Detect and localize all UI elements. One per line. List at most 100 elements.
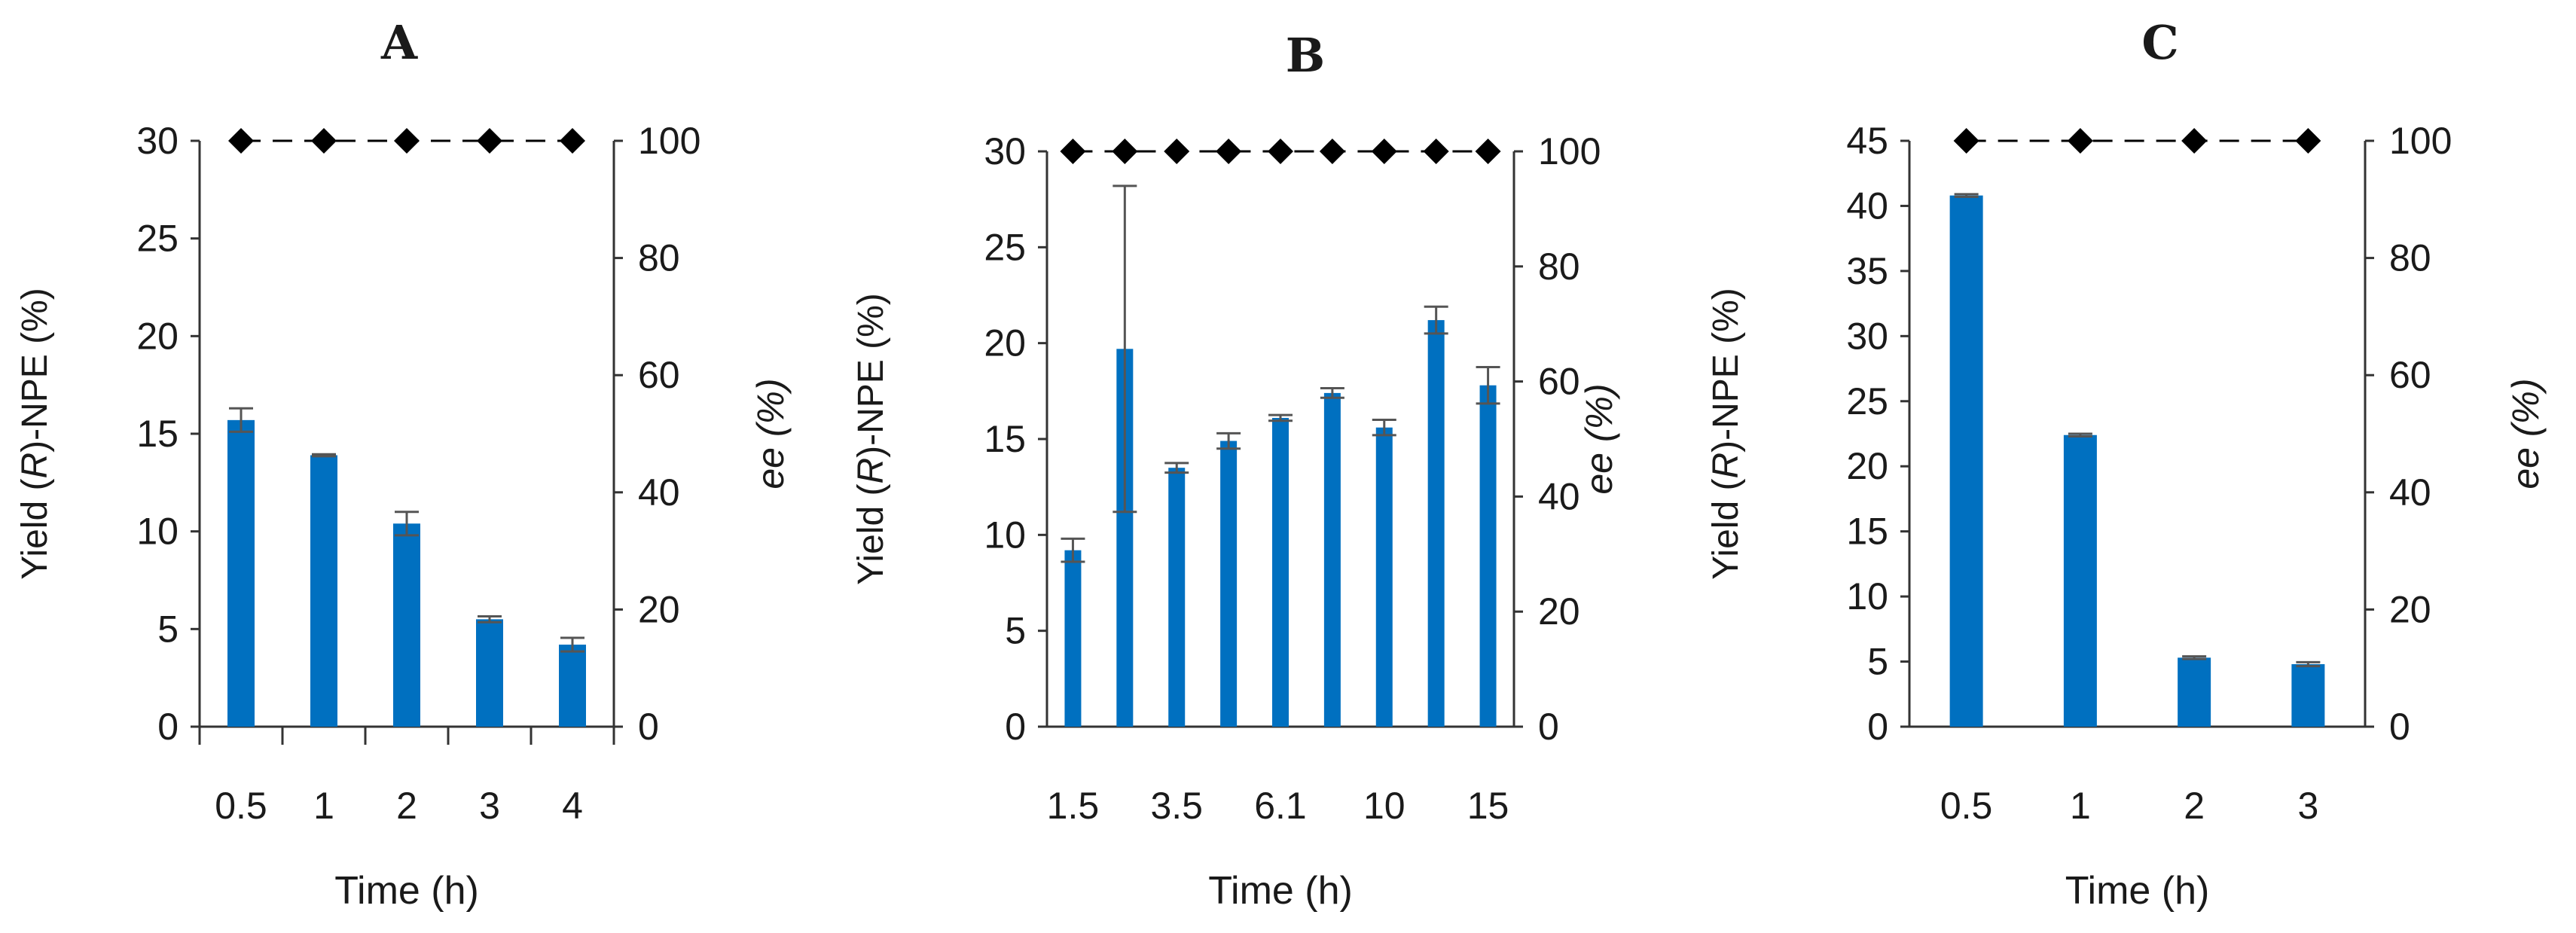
- bar: [227, 420, 255, 727]
- figure: A0510152025300204060801000.5 1 2 3 4Time (h)…: [0, 0, 2576, 933]
- chart-panel-a: A 0 5 10 15 20 25 30 0 20 40 60 80 100 0.5 1 2 3 4 Time (h)…: [15, 15, 792, 913]
- ee-marker: [1112, 139, 1137, 164]
- bar: [1168, 468, 1185, 727]
- x-axis-title: Time (h): [2065, 869, 2210, 913]
- y2-tick-label: 40: [638, 471, 680, 514]
- y-tick-label: 20: [1846, 445, 1888, 487]
- y-tick-label: 10: [984, 514, 1026, 556]
- x-axis-title: Time (h): [1208, 869, 1353, 913]
- y-axis-title-part: Yield (: [851, 484, 891, 585]
- x-tick-label: 1: [313, 785, 334, 827]
- ee-marker: [1320, 139, 1345, 164]
- bar: [476, 619, 503, 727]
- bar: [393, 523, 420, 727]
- y2-tick-label: 40: [1538, 475, 1580, 517]
- ee-marker: [2181, 128, 2207, 154]
- y-axis-title: Yield (R)-NPE (%): [15, 288, 55, 580]
- y-tick-label: 0: [1005, 706, 1026, 748]
- bar: [310, 456, 337, 727]
- y-tick-label: 15: [1846, 511, 1888, 553]
- x-tick-label: 4: [562, 785, 583, 827]
- y2-tick-label: 100: [1538, 130, 1601, 172]
- ee-marker: [1164, 139, 1189, 164]
- bar: [1220, 441, 1237, 727]
- chart-panel-c: C0510152025303540450204060801000.5 1 2 3Tim…: [1706, 15, 2547, 913]
- y2-tick-label: 80: [2389, 237, 2431, 279]
- y2-axis-title: ee (%): [1578, 383, 1620, 494]
- x-tick-label: 0.5: [215, 785, 267, 827]
- y-tick-label: 25: [1846, 380, 1888, 422]
- y2-tick-label: 80: [1538, 245, 1580, 288]
- y2-tick-label: 20: [2389, 588, 2431, 630]
- ee-marker: [2068, 128, 2093, 154]
- bar: [2178, 657, 2211, 727]
- y2-tick-label: 40: [2389, 471, 2431, 514]
- x-tick-label: 1.5: [1047, 785, 1100, 827]
- y-tick-label: 30: [136, 120, 179, 162]
- y2-tick-label: 100: [638, 120, 700, 162]
- ee-marker: [1216, 139, 1241, 164]
- y2-tick-label: 0: [638, 706, 659, 748]
- y2-axis-title: ee (%): [749, 378, 792, 489]
- y-axis-title-part: Yield (: [1706, 479, 1746, 580]
- x-axis-title: Time (h): [334, 869, 479, 913]
- ee-marker: [1060, 139, 1085, 164]
- bar: [1376, 428, 1393, 727]
- x-tick-label: 0.5: [1940, 785, 1993, 827]
- ee-marker: [1476, 139, 1501, 164]
- y-axis-title: Yield (R)-NPE (%): [1706, 288, 1746, 580]
- y-tick-label: 35: [1846, 250, 1888, 292]
- bar: [2064, 435, 2097, 727]
- y2-tick-label: 20: [1538, 590, 1580, 633]
- ee-marker: [560, 128, 585, 154]
- y-tick-label: 15: [136, 413, 179, 455]
- y-tick-label: 15: [984, 418, 1026, 460]
- y-tick-label: 25: [984, 226, 1026, 268]
- y-tick-label: 25: [136, 218, 179, 260]
- y-axis-title: Yield (R)-NPE (%): [851, 293, 891, 585]
- y-axis-title-part: )-NPE (%): [15, 288, 55, 453]
- y-tick-label: 10: [1846, 575, 1888, 617]
- y-axis-title-italic: R: [15, 453, 55, 479]
- x-tick-label: 3.5: [1150, 785, 1203, 827]
- bar: [1324, 393, 1341, 727]
- bar: [1950, 196, 1983, 727]
- bar: [2291, 664, 2324, 727]
- bar: [1064, 550, 1081, 727]
- ee-marker: [228, 128, 254, 154]
- y-tick-label: 0: [1867, 706, 1888, 748]
- ee-marker: [1954, 128, 1979, 154]
- x-tick-label: 3: [479, 785, 500, 827]
- y2-tick-label: 80: [638, 237, 680, 279]
- panel-title: B: [1286, 28, 1325, 83]
- x-tick-label: 6.1: [1254, 785, 1307, 827]
- y-axis-title-part: )-NPE (%): [851, 293, 891, 458]
- x-tick-label: 3: [2297, 785, 2318, 827]
- panel-title: A: [380, 15, 418, 70]
- y-tick-label: 45: [1846, 120, 1888, 162]
- y-tick-label: 30: [1846, 315, 1888, 357]
- y2-tick-label: 60: [2389, 354, 2431, 396]
- ee-marker: [1268, 139, 1293, 164]
- y-tick-label: 20: [984, 322, 1026, 364]
- bar: [559, 645, 586, 727]
- ee-marker: [1372, 139, 1397, 164]
- y2-tick-label: 60: [638, 354, 680, 396]
- bar: [1480, 386, 1497, 727]
- y-tick-label: 40: [1846, 184, 1888, 227]
- x-tick-label: 10: [1363, 785, 1406, 827]
- y-tick-label: 30: [984, 130, 1026, 172]
- y-tick-label: 20: [136, 315, 179, 357]
- ee-marker: [1424, 139, 1449, 164]
- y2-tick-label: 0: [1538, 706, 1559, 748]
- y2-tick-label: 0: [2389, 706, 2410, 748]
- y-axis-title-italic: R: [851, 458, 891, 484]
- y-tick-label: 0: [157, 706, 179, 748]
- bar: [1428, 320, 1445, 727]
- ee-marker: [311, 128, 337, 154]
- y-axis-title-part: )-NPE (%): [1706, 288, 1746, 453]
- x-tick-label: 2: [2184, 785, 2205, 827]
- x-tick-label: 2: [396, 785, 417, 827]
- y2-tick-label: 60: [1538, 361, 1580, 403]
- y-axis-title-part: Yield (: [15, 479, 55, 580]
